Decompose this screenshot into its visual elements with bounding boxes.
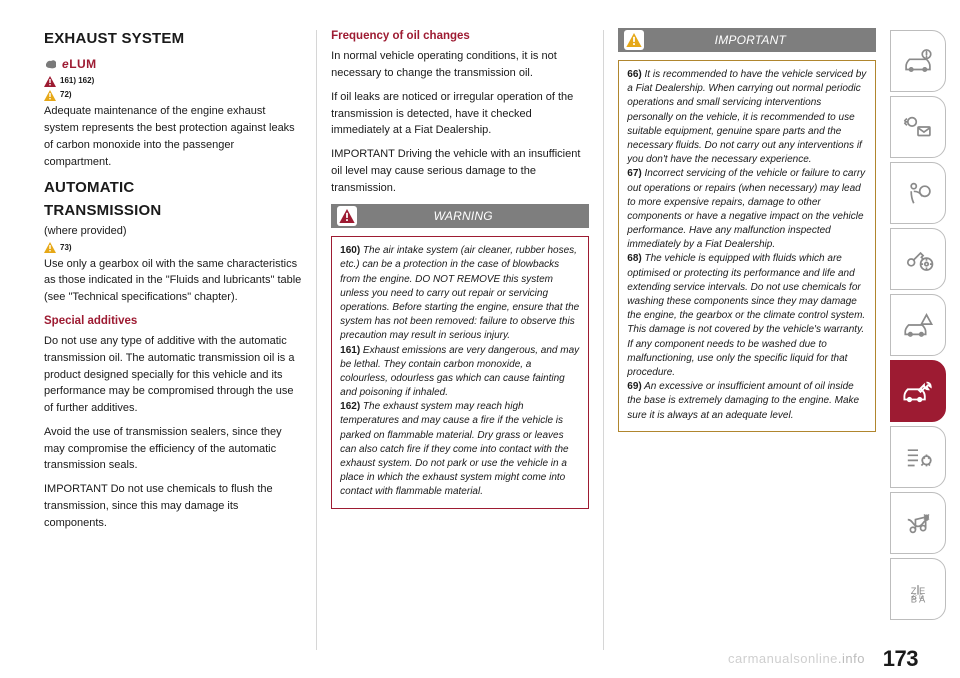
body-text: If oil leaks are noticed or irregular op… bbox=[331, 89, 589, 139]
important-banner: IMPORTANT bbox=[618, 28, 876, 52]
note-text: Incorrect servicing of the vehicle or fa… bbox=[627, 168, 865, 250]
warning-triangle-amber-icon bbox=[624, 30, 644, 50]
heading-exhaust: EXHAUST SYSTEM bbox=[44, 28, 302, 51]
ref-num: 161) 162) bbox=[60, 75, 94, 87]
airbag-icon bbox=[901, 176, 935, 210]
watermark-domain: .info bbox=[838, 651, 865, 666]
note-ref: 66) bbox=[627, 69, 641, 80]
note-ref: 160) bbox=[340, 245, 360, 256]
note-text: The air intake system (air cleaner, rubb… bbox=[340, 245, 579, 341]
media-tab[interactable] bbox=[890, 492, 946, 554]
elum-text: eLUM bbox=[62, 55, 97, 73]
body-text: IMPORTANT Do not use chemicals to flush … bbox=[44, 481, 302, 531]
media-icon bbox=[901, 506, 935, 540]
warn-ref-amber-2: 73) bbox=[44, 242, 302, 254]
note-ref: 162) bbox=[340, 401, 360, 412]
service-tab[interactable] bbox=[890, 360, 946, 422]
index-tab[interactable]: Z EB AC D bbox=[890, 558, 946, 620]
svg-text:C D: C D bbox=[912, 594, 924, 601]
note-ref: 69) bbox=[627, 381, 641, 392]
column-2: Frequency of oil changes In normal vehic… bbox=[331, 28, 589, 668]
body-text: Do not use any type of additive with the… bbox=[44, 333, 302, 417]
body-text: In normal vehicle operating conditions, … bbox=[331, 48, 589, 81]
watermark-main: carmanualsonline bbox=[728, 651, 838, 666]
warn-ref-amber: 72) bbox=[44, 89, 302, 101]
ref-num: 73) bbox=[60, 242, 72, 254]
page-number: 173 bbox=[883, 646, 918, 672]
car-wrench-icon bbox=[901, 374, 935, 408]
car-info-icon bbox=[901, 44, 935, 78]
elum-badge: eLUM bbox=[44, 55, 302, 73]
banner-title: IMPORTANT bbox=[652, 31, 876, 49]
subheading-frequency: Frequency of oil changes bbox=[331, 28, 589, 45]
banner-title: WARNING bbox=[365, 207, 589, 225]
body-text: Use only a gearbox oil with the same cha… bbox=[44, 256, 302, 306]
note-ref: 67) bbox=[627, 168, 641, 179]
column-3: IMPORTANT 66) It is recommended to have … bbox=[618, 28, 876, 668]
warning-triangle-red-icon bbox=[44, 76, 56, 87]
ref-num: 72) bbox=[60, 89, 72, 101]
warn-ref-red: 161) 162) bbox=[44, 75, 302, 87]
manual-page: EXHAUST SYSTEM eLUM 161) 162) 72) Adequa… bbox=[0, 0, 960, 678]
index-icon: Z EB AC D bbox=[901, 572, 935, 606]
warning-triangle-amber-icon bbox=[44, 242, 56, 253]
body-text: IMPORTANT Driving the vehicle with an in… bbox=[331, 146, 589, 196]
important-box: 66) It is recommended to have the vehicl… bbox=[618, 60, 876, 432]
note-text: The vehicle is equipped with fluids whic… bbox=[627, 253, 865, 378]
where-provided: (where provided) bbox=[44, 223, 302, 240]
column-separator bbox=[316, 30, 317, 650]
note-ref: 68) bbox=[627, 253, 641, 264]
airbag-tab[interactable] bbox=[890, 162, 946, 224]
heading-auto-1: AUTOMATIC bbox=[44, 177, 302, 200]
body-text: Avoid the use of transmission sealers, s… bbox=[44, 424, 302, 474]
note-text: It is recommended to have the vehicle se… bbox=[627, 69, 866, 165]
note-ref: 161) bbox=[340, 345, 360, 356]
hazard-tab[interactable] bbox=[890, 294, 946, 356]
warning-triangle-amber-icon bbox=[44, 90, 56, 101]
subheading-additives: Special additives bbox=[44, 313, 302, 330]
heading-auto-2: TRANSMISSION bbox=[44, 200, 302, 223]
section-tabs: Z EB AC D bbox=[890, 28, 946, 668]
note-text: Exhaust emissions are very dangerous, an… bbox=[340, 345, 579, 399]
watermark: carmanualsonline.info bbox=[728, 651, 865, 666]
warning-box: 160) The air intake system (air cleaner,… bbox=[331, 236, 589, 508]
note-text: An excessive or insufficient amount of o… bbox=[627, 381, 859, 420]
warning-triangle-red-icon bbox=[337, 206, 357, 226]
warning-banner: WARNING bbox=[331, 204, 589, 228]
column-separator bbox=[603, 30, 604, 650]
column-1: EXHAUST SYSTEM eLUM 161) 162) 72) Adequa… bbox=[44, 28, 302, 668]
body-text: Adequate maintenance of the engine exhau… bbox=[44, 103, 302, 170]
lights-mail-icon bbox=[901, 110, 935, 144]
lights-tab[interactable] bbox=[890, 96, 946, 158]
key-tab[interactable] bbox=[890, 228, 946, 290]
info-tab[interactable] bbox=[890, 30, 946, 92]
key-wheel-icon bbox=[901, 242, 935, 276]
settings-tab[interactable] bbox=[890, 426, 946, 488]
note-text: The exhaust system may reach high temper… bbox=[340, 401, 568, 497]
list-gear-icon bbox=[901, 440, 935, 474]
car-hazard-icon bbox=[901, 308, 935, 342]
hand-icon bbox=[44, 58, 58, 70]
